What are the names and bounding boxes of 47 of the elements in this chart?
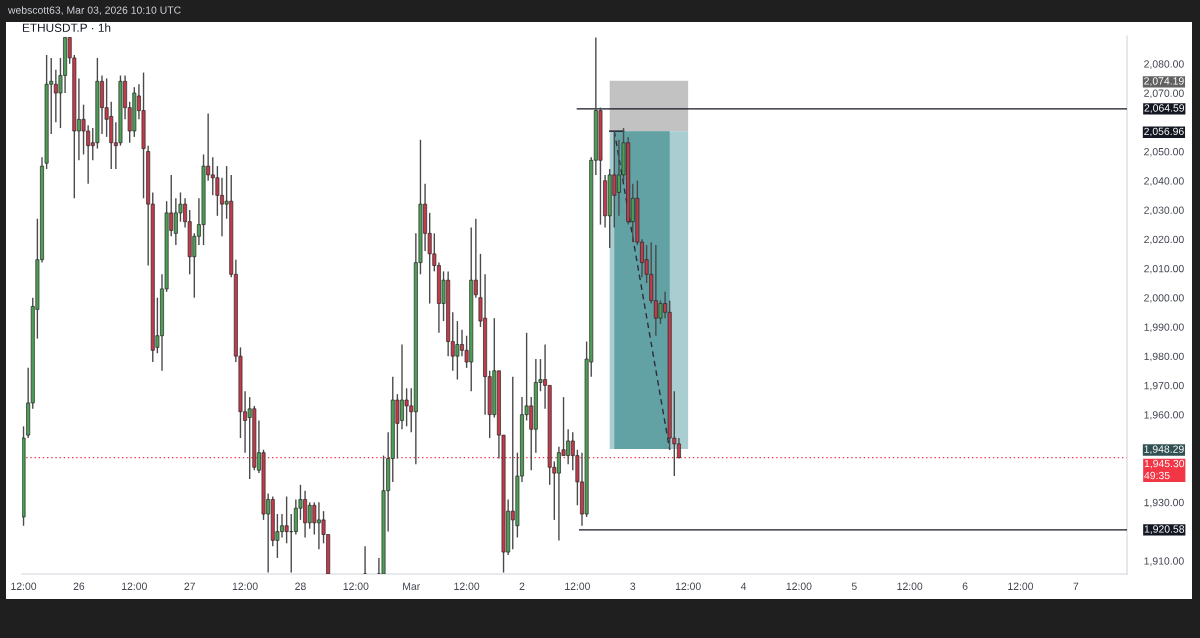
y-tick-label: 2,010.00 [1144,264,1184,274]
x-tick-label: 12:00 [11,582,37,590]
x-tick-label: Mar [403,582,421,590]
y-tick-label: 2,000.00 [1144,294,1184,303]
y-tick-label: 1,970.00 [1144,381,1184,391]
candlestick [363,545,368,574]
y-tick-label: 2,030.00 [1144,206,1184,216]
y-tick-label: 2,050.00 [1144,148,1184,157]
y-tick-label: 2,020.00 [1144,235,1184,245]
x-tick-label: 12:00 [675,582,701,590]
y-tick-label: 1,990.00 [1144,323,1184,333]
x-tick-label: 12:00 [1008,582,1034,590]
y-tick-label: 1,910.00 [1144,557,1184,566]
y-tick-label: 1,960.00 [1144,411,1184,420]
x-tick-label: 2 [519,582,525,590]
x-tick-label: 7 [1073,582,1079,590]
y-tick-label: 1,948.29 [1144,445,1184,454]
candlestick [455,320,460,381]
ref-line-label: 1,945.30 49:35 [1144,459,1185,480]
y-tick-label: 2,080.00 [1144,60,1184,69]
x-tick-label: 27 [184,582,195,590]
x-tick-label: 12:00 [454,582,480,590]
y-tick-label: 2,040.00 [1144,177,1184,186]
x-tick-label: 12:00 [343,582,369,590]
y-tick-label: 2,056.96 [1144,127,1184,137]
x-tick-label: 12:00 [565,582,591,590]
y-tick-label: 1,930.00 [1144,498,1184,508]
x-tick-label: 4 [740,582,747,590]
x-tick-label: 5 [851,582,857,590]
x-tick-label: 12:00 [897,582,923,590]
text: webscott63, Mar 03, 2026 10:10 UTC [7,6,181,16]
x-tick-label: 3 [630,582,636,590]
y-tick-label: 2,070.00 [1144,89,1184,99]
candlestick [284,495,289,544]
candlestick [404,387,409,428]
candlestick [676,437,681,460]
y-tick-label: 1,980.00 [1144,352,1184,362]
x-tick-label: 28 [295,582,306,590]
x-tick-label: 12:00 [122,582,147,590]
data-label: 1,920.58 [1144,525,1185,534]
x-tick-label: 6 [962,582,968,590]
x-tick-label: 12:00 [786,582,812,590]
chart-title: ETHUSDT.P · 1h [22,23,111,32]
data-label: 2,064.59 [1144,104,1185,113]
x-tick-label: 26 [73,582,85,590]
y-tick-label: 2,074.19 [1144,77,1184,86]
x-tick-label: 12:00 [232,582,258,590]
